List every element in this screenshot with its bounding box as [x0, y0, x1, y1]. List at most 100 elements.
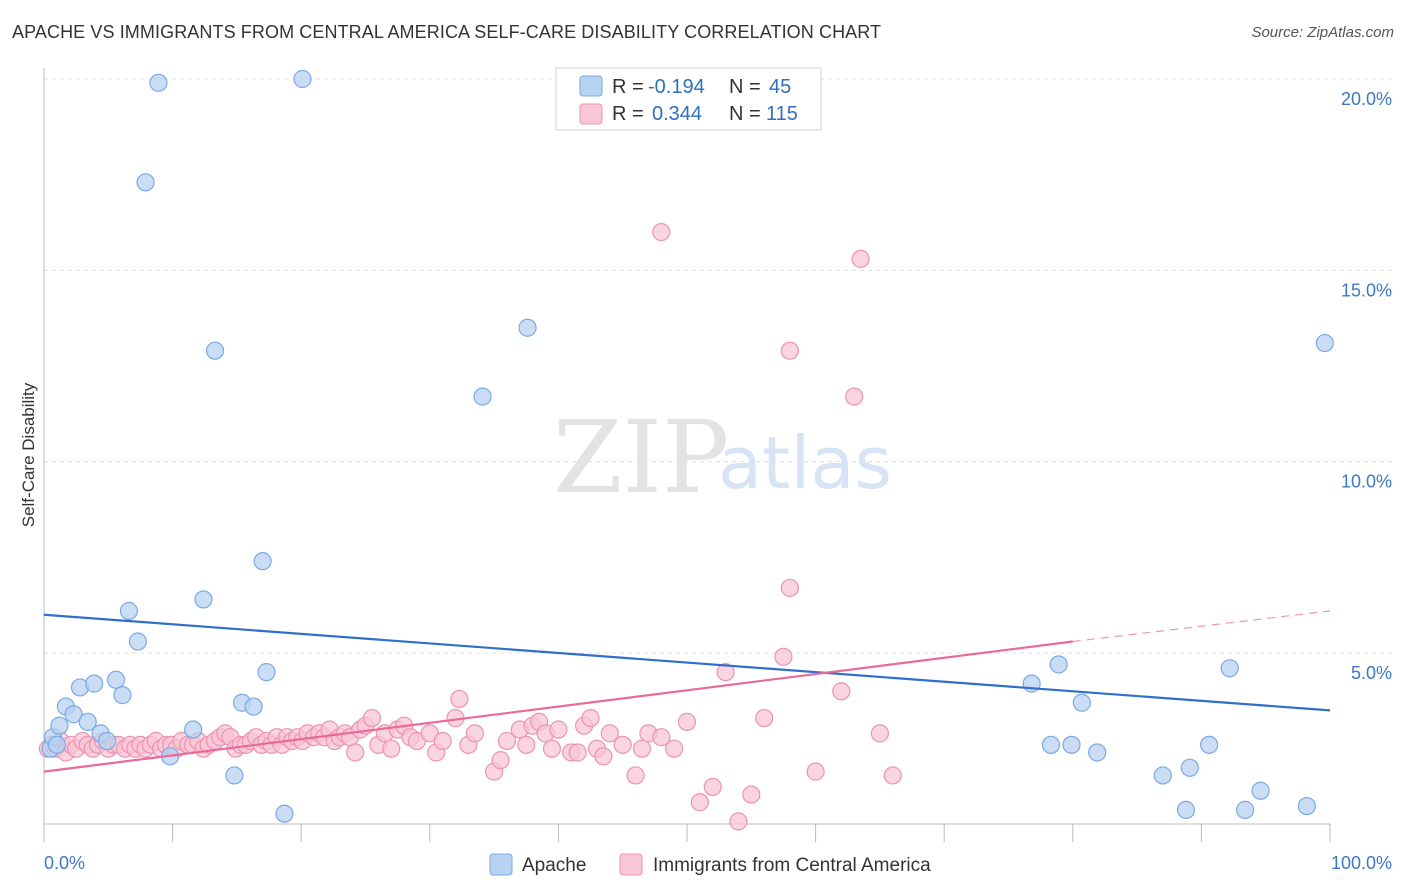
series-immigrants — [38, 222, 902, 831]
bottom-legend-swatch-apache — [489, 853, 513, 876]
legend-n-label-apache: N = — [729, 76, 761, 98]
point-immigrants-107 — [780, 578, 799, 598]
legend-swatch-immigrants — [579, 103, 603, 125]
point-immigrants-99 — [665, 739, 684, 758]
y-tick-labels: 5.0% 10.0% 15.0% 20.0% — [1341, 89, 1392, 683]
point-apache-28 — [473, 387, 492, 406]
point-immigrants-113 — [883, 766, 902, 785]
point-apache-40 — [1220, 659, 1239, 678]
point-apache-37 — [1176, 800, 1196, 819]
point-apache-2 — [47, 735, 66, 754]
legend-n-label-immigrants: N = — [729, 103, 761, 125]
bottom-legend-label-immigrants: Immigrants from Central America — [653, 855, 931, 876]
x-ticks — [43, 824, 1331, 842]
x-tick-label-min: 0.0% — [44, 853, 85, 873]
point-apache-16 — [149, 73, 168, 92]
legend-r-label-apache: R = — [612, 76, 644, 98]
point-apache-15 — [136, 173, 155, 192]
point-immigrants-112 — [870, 724, 890, 743]
trendline-apache — [43, 613, 1331, 712]
point-immigrants-94 — [613, 735, 632, 754]
point-immigrants-88 — [568, 743, 587, 762]
y-tick-label-15: 15.0% — [1341, 280, 1392, 300]
point-immigrants-62 — [362, 708, 382, 728]
point-immigrants-81 — [517, 735, 536, 754]
point-immigrants-98 — [652, 728, 671, 747]
point-apache-25 — [257, 663, 276, 682]
gridlines — [44, 78, 1392, 654]
point-apache-12 — [113, 685, 132, 705]
point-apache-24 — [253, 552, 272, 571]
source-label: Source: ZipAtlas.com — [1251, 24, 1394, 41]
point-apache-34 — [1072, 693, 1091, 712]
point-apache-19 — [194, 590, 213, 609]
point-immigrants-65 — [382, 739, 401, 758]
point-apache-36 — [1153, 766, 1172, 785]
point-apache-3 — [50, 716, 69, 735]
point-immigrants-93 — [600, 724, 619, 743]
point-immigrants-102 — [703, 777, 722, 797]
point-apache-29 — [518, 318, 537, 337]
point-immigrants-76 — [465, 724, 484, 743]
correlation-legend: R = -0.194 N = 45 R = 0.344 N = 115 — [555, 67, 822, 131]
point-apache-20 — [205, 341, 225, 360]
trendline-extension-immigrants — [1072, 610, 1331, 643]
point-immigrants-105 — [742, 785, 761, 804]
point-apache-42 — [1251, 781, 1270, 800]
point-immigrants-85 — [542, 739, 562, 758]
point-apache-21 — [225, 766, 244, 785]
point-apache-31 — [1041, 735, 1061, 754]
point-apache-32 — [1049, 655, 1068, 674]
point-immigrants-79 — [497, 731, 517, 751]
trendline-immigrants — [43, 640, 1073, 773]
series-apache — [41, 69, 1334, 823]
point-immigrants-106 — [755, 708, 774, 728]
point-immigrants-116 — [851, 249, 870, 268]
point-apache-38 — [1180, 758, 1199, 777]
point-apache-26 — [275, 804, 294, 823]
point-immigrants-101 — [690, 793, 709, 812]
point-apache-27 — [293, 69, 312, 89]
point-apache-8 — [85, 674, 104, 693]
legend-r-label-immigrants: R = — [612, 103, 644, 125]
legend-swatch-apache — [579, 75, 603, 97]
watermark-zip: ZIP — [553, 399, 729, 516]
point-apache-5 — [64, 705, 83, 724]
point-apache-39 — [1200, 735, 1219, 754]
point-immigrants-92 — [594, 747, 613, 766]
point-apache-35 — [1088, 743, 1107, 762]
series-legend: Apache Immigrants from Central America — [489, 853, 931, 876]
point-apache-13 — [119, 601, 138, 621]
point-immigrants-103 — [716, 663, 735, 682]
watermark-atlas: atlas — [718, 421, 892, 505]
point-apache-44 — [1315, 333, 1334, 353]
point-immigrants-86 — [549, 720, 568, 739]
point-apache-43 — [1297, 796, 1316, 816]
x-tick-labels: 0.0% 100.0% — [44, 853, 1392, 873]
point-immigrants-59 — [346, 743, 365, 762]
legend-r-value-apache: -0.194 — [648, 76, 705, 98]
point-immigrants-104 — [729, 812, 748, 831]
point-immigrants-72 — [433, 731, 452, 751]
point-immigrants-74 — [450, 689, 469, 709]
point-apache-7 — [78, 712, 97, 731]
point-apache-14 — [128, 632, 147, 651]
point-immigrants-100 — [677, 712, 697, 731]
point-immigrants-114 — [652, 222, 671, 242]
bottom-legend-label-apache: Apache — [522, 855, 586, 876]
point-immigrants-109 — [806, 762, 825, 781]
point-immigrants-96 — [632, 739, 652, 758]
x-tick-label-max: 100.0% — [1331, 853, 1392, 873]
bottom-legend-swatch-immigrants — [619, 853, 643, 876]
legend-r-value-immigrants: 0.344 — [652, 103, 702, 125]
y-tick-label-20: 20.0% — [1341, 89, 1392, 109]
y-tick-label-10: 10.0% — [1341, 472, 1392, 492]
point-immigrants-78 — [491, 751, 510, 770]
point-immigrants-90 — [581, 708, 600, 728]
y-tick-label-5: 5.0% — [1351, 663, 1392, 683]
y-axis-label: Self-Care Disability — [19, 382, 38, 527]
watermark: ZIP atlas — [553, 399, 892, 516]
point-immigrants-110 — [832, 682, 851, 701]
point-immigrants-111 — [845, 387, 864, 406]
